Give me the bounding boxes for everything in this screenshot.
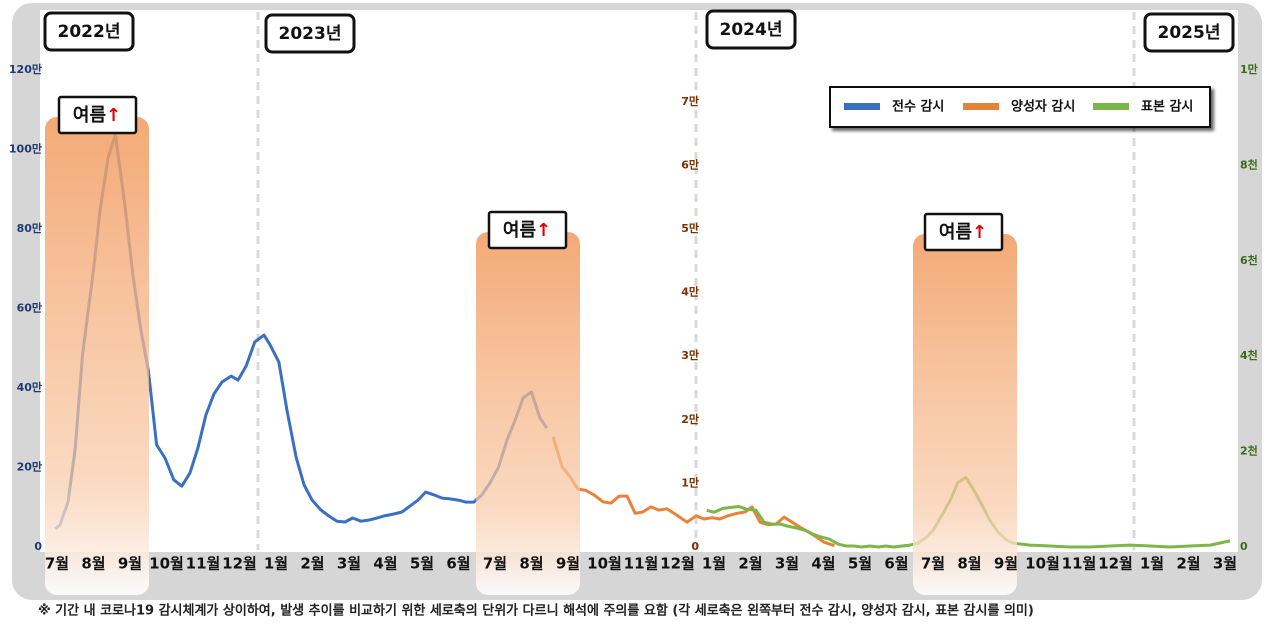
annotation-text: 여름 bbox=[73, 105, 106, 126]
x-tick-label: 5월 bbox=[410, 555, 434, 573]
legend-swatch bbox=[963, 103, 999, 110]
tick-label: 5만 bbox=[681, 221, 699, 235]
tick-label: 3만 bbox=[681, 348, 699, 362]
year-box bbox=[264, 13, 356, 54]
x-tick-label: 7월 bbox=[45, 555, 69, 573]
series-line bbox=[706, 475, 1231, 549]
tick-label: 20만 bbox=[17, 460, 42, 474]
tick-label: 2천 bbox=[1240, 444, 1258, 458]
x-tick-label: 10월 bbox=[1025, 555, 1060, 573]
tick-label: 100만 bbox=[9, 142, 42, 156]
x-tick-label: 6월 bbox=[446, 555, 470, 573]
year-box bbox=[705, 9, 797, 50]
x-tick-label: 2월 bbox=[1176, 555, 1200, 573]
tick-label: 0 bbox=[1240, 540, 1248, 553]
annotation-box bbox=[57, 95, 138, 135]
legend-label: 전수 감시 bbox=[892, 99, 944, 115]
x-tick-label: 12월 bbox=[660, 555, 695, 573]
x-tick-label: 12월 bbox=[222, 555, 257, 573]
annotation: 여름↑ bbox=[939, 222, 987, 243]
legend-box bbox=[829, 86, 1211, 128]
tick-label: 60만 bbox=[17, 301, 42, 315]
annotation-box bbox=[923, 212, 1004, 252]
tick-label: 40만 bbox=[17, 380, 42, 394]
legend-label: 표본 감시 bbox=[1141, 100, 1193, 115]
tick-label: 8천 bbox=[1240, 157, 1258, 171]
annotation-arrow: ↑ bbox=[106, 105, 121, 126]
x-tick-label: 9월 bbox=[994, 555, 1018, 573]
tick-label: 4만 bbox=[681, 285, 699, 299]
x-tick-label: 10월 bbox=[587, 555, 622, 573]
x-tick-label: 3월 bbox=[1213, 555, 1237, 573]
summer-highlight bbox=[45, 117, 149, 595]
x-tick-label: 7월 bbox=[483, 555, 507, 573]
annotation-text: 여름 bbox=[939, 222, 972, 243]
legend-swatch bbox=[844, 103, 880, 110]
x-tick-label: 9월 bbox=[118, 555, 142, 573]
annotation-arrow: ↑ bbox=[536, 220, 551, 241]
x-tick-label: 10월 bbox=[149, 555, 184, 573]
tick-label: 1만 bbox=[681, 475, 699, 489]
x-tick-label: 1월 bbox=[264, 555, 288, 573]
x-tick-label: 5월 bbox=[848, 555, 872, 573]
year-label: 2023년 bbox=[279, 24, 342, 44]
x-tick-label: 4월 bbox=[373, 555, 397, 573]
year-label: 2025년 bbox=[1158, 23, 1221, 43]
tick-label: 4천 bbox=[1240, 348, 1258, 362]
year-label: 2024년 bbox=[720, 20, 783, 40]
tick-label: 1만 bbox=[1240, 62, 1258, 76]
x-tick-label: 2월 bbox=[738, 555, 762, 573]
x-tick-label: 9월 bbox=[556, 555, 580, 573]
annotation-arrow: ↑ bbox=[972, 222, 987, 243]
tick-label: 6만 bbox=[681, 157, 699, 171]
annotation: 여름↑ bbox=[503, 220, 551, 241]
tick-label: 7만 bbox=[681, 94, 699, 108]
x-tick-label: 11월 bbox=[624, 555, 659, 573]
summer-highlight bbox=[476, 232, 580, 595]
tick-label: 2만 bbox=[681, 412, 699, 426]
legend-swatch bbox=[1093, 103, 1129, 110]
tick-label: 6천 bbox=[1240, 253, 1258, 267]
year-label: 2022년 bbox=[58, 22, 121, 42]
x-tick-label: 3월 bbox=[337, 555, 361, 573]
x-tick-label: 8월 bbox=[81, 555, 105, 573]
annotation: 여름↑ bbox=[73, 105, 121, 126]
x-tick-label: 2월 bbox=[300, 555, 324, 573]
tick-label: 0 bbox=[691, 540, 699, 553]
footnote: ※ 기간 내 코로나19 감시체계가 상이하여, 발생 추이를 비교하기 위한 … bbox=[38, 603, 1034, 619]
x-tick-label: 3월 bbox=[775, 555, 799, 573]
x-tick-label: 6월 bbox=[884, 555, 908, 573]
legend-label: 양성자 감시 bbox=[1011, 100, 1075, 115]
x-tick-label: 11월 bbox=[1062, 555, 1097, 573]
tick-label: 0 bbox=[34, 540, 42, 553]
summer-highlight bbox=[913, 234, 1017, 595]
x-tick-label: 8월 bbox=[519, 555, 543, 573]
annotation-box bbox=[487, 210, 568, 250]
x-tick-label: 8월 bbox=[957, 555, 981, 573]
x-tick-label: 11월 bbox=[186, 555, 221, 573]
year-box bbox=[43, 11, 135, 52]
x-tick-label: 1월 bbox=[702, 555, 726, 573]
tick-label: 80만 bbox=[17, 221, 42, 235]
x-tick-label: 1월 bbox=[1140, 555, 1164, 573]
tick-label: 120만 bbox=[9, 62, 42, 76]
x-tick-label: 7월 bbox=[921, 555, 945, 573]
x-tick-label: 12월 bbox=[1098, 555, 1133, 573]
year-box bbox=[1143, 12, 1235, 53]
x-tick-label: 4월 bbox=[811, 555, 835, 573]
annotation-text: 여름 bbox=[503, 220, 536, 241]
series-line bbox=[551, 436, 835, 548]
